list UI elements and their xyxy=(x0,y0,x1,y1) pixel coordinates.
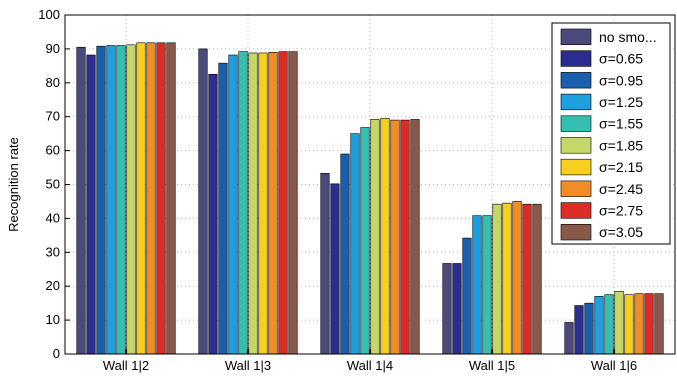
bar xyxy=(76,46,86,355)
bar xyxy=(564,322,574,355)
y-tick-label: 0 xyxy=(53,346,60,361)
bar xyxy=(532,203,542,355)
bar xyxy=(634,293,644,355)
bar xyxy=(166,42,176,355)
bar xyxy=(472,215,482,355)
bar xyxy=(512,201,522,355)
bar xyxy=(268,51,278,355)
y-tick-label: 10 xyxy=(46,312,60,327)
legend-label: σ=2.75 xyxy=(599,202,643,218)
legend-label: σ=0.95 xyxy=(599,72,643,88)
legend-swatch xyxy=(560,137,592,154)
bar xyxy=(574,305,584,355)
bar xyxy=(584,302,594,355)
bar xyxy=(522,203,532,355)
bar xyxy=(594,296,604,355)
legend-swatch xyxy=(560,50,592,67)
legend-swatch xyxy=(560,93,592,111)
legend-swatch xyxy=(560,180,592,197)
bar xyxy=(86,54,96,355)
y-tick-label: 90 xyxy=(46,41,60,56)
legend-label: σ=0.65 xyxy=(599,51,643,67)
y-tick-label: 50 xyxy=(46,177,60,192)
bar xyxy=(106,45,116,355)
bar xyxy=(380,118,390,355)
bar xyxy=(604,294,614,355)
bar xyxy=(360,127,370,355)
bar xyxy=(320,173,330,355)
bar xyxy=(644,293,654,355)
legend-label: no smo... xyxy=(599,29,657,45)
bar xyxy=(370,119,380,355)
legend-swatch xyxy=(560,224,592,241)
bar xyxy=(410,119,420,355)
bar xyxy=(228,54,238,355)
legend-label: σ=1.55 xyxy=(599,116,643,132)
y-tick-label: 20 xyxy=(46,278,60,293)
x-tick-label: Wall 1|5 xyxy=(469,358,515,373)
bar xyxy=(208,74,218,355)
bar xyxy=(96,45,106,355)
legend-swatch xyxy=(560,202,592,219)
bar xyxy=(146,42,156,355)
x-tick-label: Wall 1|2 xyxy=(103,358,149,373)
bar xyxy=(442,263,452,355)
bar xyxy=(452,263,462,355)
bar xyxy=(116,45,126,355)
y-axis-label: Recognition rate xyxy=(6,137,21,232)
bar xyxy=(350,133,360,355)
bar xyxy=(482,215,492,355)
legend-swatch xyxy=(560,28,592,45)
legend: no smo... σ=0.65 σ=0.95 σ=1.25 σ=1.55 σ=1.85 σ… xyxy=(551,22,671,245)
bar xyxy=(218,62,228,355)
y-tick-label: 70 xyxy=(46,109,60,124)
bar xyxy=(288,51,298,355)
bar xyxy=(330,183,340,355)
legend-label: σ=2.15 xyxy=(599,159,643,175)
bar xyxy=(136,42,146,355)
y-tick-label: 100 xyxy=(38,7,60,22)
y-tick-label: 60 xyxy=(46,143,60,158)
x-tick-label: Wall 1|6 xyxy=(591,358,637,373)
bars xyxy=(76,42,664,355)
bar xyxy=(624,294,634,355)
bar xyxy=(614,290,624,355)
y-tick-label: 80 xyxy=(46,75,60,90)
bar xyxy=(238,51,248,355)
legend-swatch xyxy=(560,158,592,176)
bar xyxy=(462,237,472,355)
bar xyxy=(502,202,512,355)
x-tick-label: Wall 1|4 xyxy=(347,358,393,373)
bar xyxy=(248,52,258,355)
bar xyxy=(278,51,288,355)
bar xyxy=(258,52,268,355)
ticks: 0 10 20 30 40 50 60 70 80 90 100 Wall 1|2 Wall 1|3 Wa… xyxy=(38,7,637,373)
legend-swatch xyxy=(560,115,592,132)
bar xyxy=(340,153,350,355)
x-tick-label: Wall 1|3 xyxy=(225,358,271,373)
legend-swatch xyxy=(560,72,592,89)
bar xyxy=(492,203,502,355)
bar xyxy=(198,48,208,355)
legend-label: σ=1.25 xyxy=(599,94,643,110)
legend-label: σ=3.05 xyxy=(599,224,643,240)
bar xyxy=(390,119,400,355)
bar xyxy=(156,42,166,355)
bar xyxy=(126,44,136,355)
y-tick-label: 40 xyxy=(46,210,60,225)
bar xyxy=(654,293,664,355)
legend-label: σ=1.85 xyxy=(599,137,643,153)
y-tick-label: 30 xyxy=(46,244,60,259)
legend-label: σ=2.45 xyxy=(599,181,643,197)
bar xyxy=(400,119,410,355)
